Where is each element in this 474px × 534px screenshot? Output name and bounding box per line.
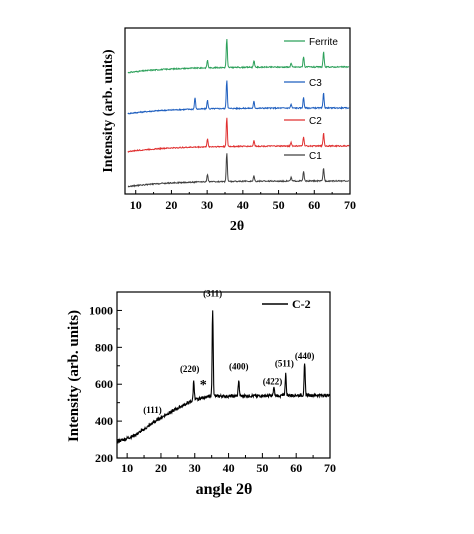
x-tick-label: 50	[273, 198, 285, 212]
x-tick-label: 60	[308, 198, 320, 212]
legend-label-c1: C1	[309, 151, 322, 162]
series-line-c2	[127, 117, 350, 153]
legend-label-c3: C3	[309, 78, 322, 89]
series-line-c1	[127, 153, 349, 188]
x-tick-label: 40	[237, 198, 249, 212]
x-tick-label: 20	[165, 198, 177, 212]
plot-frame	[124, 27, 351, 195]
x-axis-label: 2θ	[230, 219, 244, 234]
x-tick-label: 70	[344, 198, 356, 212]
legend-label-ferrite: Ferrite	[309, 37, 338, 48]
y-axis-label: Intensity (arb. units)	[101, 49, 116, 173]
x-tick-label: 30	[201, 198, 213, 212]
x-tick-label: 10	[130, 198, 142, 212]
series-line-c3	[127, 80, 350, 115]
series-line-ferrite	[127, 38, 350, 74]
legend-label-c2: C2	[309, 116, 322, 127]
